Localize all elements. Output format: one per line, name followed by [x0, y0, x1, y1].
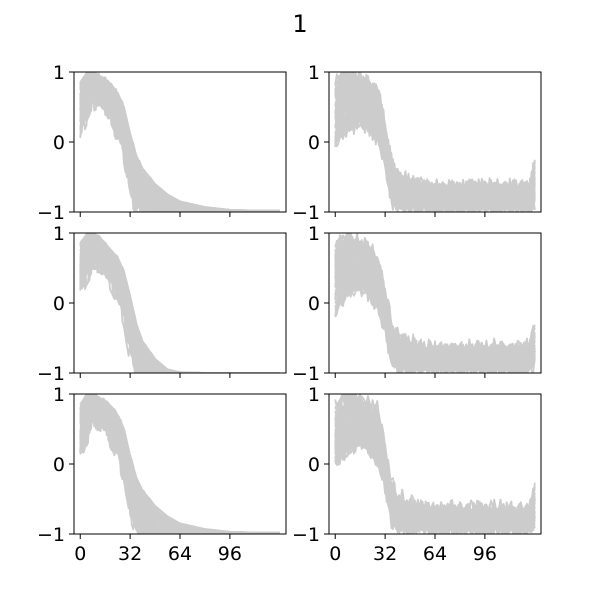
y-tick-label-r2c2: 1	[308, 223, 320, 245]
series-line-r3c1	[79, 395, 280, 534]
y-tick-label-r3c2: −1	[292, 524, 320, 546]
y-tick-label-r1c2: 1	[308, 62, 320, 84]
x-tick-label-r3c1: 64	[168, 543, 192, 565]
y-tick-label-r2c1: 1	[53, 223, 65, 245]
series-line-r2c1	[79, 249, 280, 373]
panel-r3c2: 0 32 64 96 −1 0 1	[292, 384, 542, 565]
y-tick-label-r2c2: 0	[308, 293, 320, 315]
x-tick-label-r3c1: 96	[218, 543, 242, 565]
panel-r1c2: −1 0 1	[292, 62, 542, 224]
series-line-r1c1	[79, 72, 280, 212]
envelope-series-r3c2-0	[334, 394, 536, 513]
envelope-series-r1c2-0	[334, 72, 536, 191]
y-tick-label-r1c2: 0	[308, 132, 320, 154]
envelope-series-r1c2-1	[334, 119, 536, 206]
y-tick-label-r3c1: −1	[37, 524, 65, 546]
y-tick-label-r2c2: −1	[292, 363, 320, 385]
series-line-r3c2	[334, 394, 535, 525]
x-tick-label-r3c1: 32	[118, 543, 142, 565]
figure-title: 1	[292, 10, 307, 38]
x-tick-label-r3c2: 64	[423, 543, 447, 565]
plot-area-r1c2	[334, 72, 536, 212]
series-line-r3c2	[334, 394, 536, 525]
plot-area-r1c1	[79, 72, 280, 212]
panel-r2c2: −1 0 1	[292, 223, 542, 385]
envelope-series-r1c1-1	[79, 84, 280, 212]
y-tick-label-r3c1: 0	[53, 454, 65, 476]
series-line-r2c2	[334, 233, 536, 362]
x-tick-label-r3c2: 96	[473, 543, 497, 565]
panel-r1c1: −1 0 1	[37, 62, 287, 224]
y-tick-label-r2c1: 0	[53, 293, 65, 315]
x-tick-label-r3c2: 32	[373, 543, 397, 565]
y-tick-label-r2c1: −1	[37, 363, 65, 385]
series-line-r2c2	[334, 233, 536, 360]
panel-r3c1: 0 32 64 96 −1 0 1	[37, 384, 287, 565]
envelope-series-r2c2-1	[334, 284, 536, 367]
y-tick-label-r1c1: 0	[53, 132, 65, 154]
y-tick-label-r3c2: 1	[308, 384, 320, 406]
x-tick-label-r3c1: 0	[74, 543, 86, 565]
plot-area-r3c2	[334, 394, 536, 534]
x-tick-label-r3c2: 0	[329, 543, 341, 565]
series-line-r2c1	[79, 233, 280, 373]
envelope-series-r3c1-0	[79, 394, 280, 534]
envelope-series-r2c1-0	[79, 233, 280, 373]
y-tick-label-r1c1: 1	[53, 62, 65, 84]
y-tick-label-r1c2: −1	[292, 202, 320, 224]
plot-area-r2c1	[79, 233, 280, 373]
y-tick-label-r3c1: 1	[53, 384, 65, 406]
envelope-series-r3c1-1	[79, 406, 280, 534]
envelope-series-r2c1-1	[79, 249, 280, 373]
envelope-series-r2c2-0	[334, 235, 536, 352]
y-tick-label-r3c2: 0	[308, 454, 320, 476]
plot-area-r2c2	[334, 233, 536, 373]
plot-area-r3c1	[79, 394, 280, 534]
envelope-series-r1c1-0	[79, 72, 280, 212]
panel-r2c1: −1 0 1	[37, 223, 287, 385]
y-tick-label-r1c1: −1	[37, 202, 65, 224]
envelope-series-r3c2-1	[334, 441, 536, 528]
series-line-r2c2	[334, 266, 536, 373]
